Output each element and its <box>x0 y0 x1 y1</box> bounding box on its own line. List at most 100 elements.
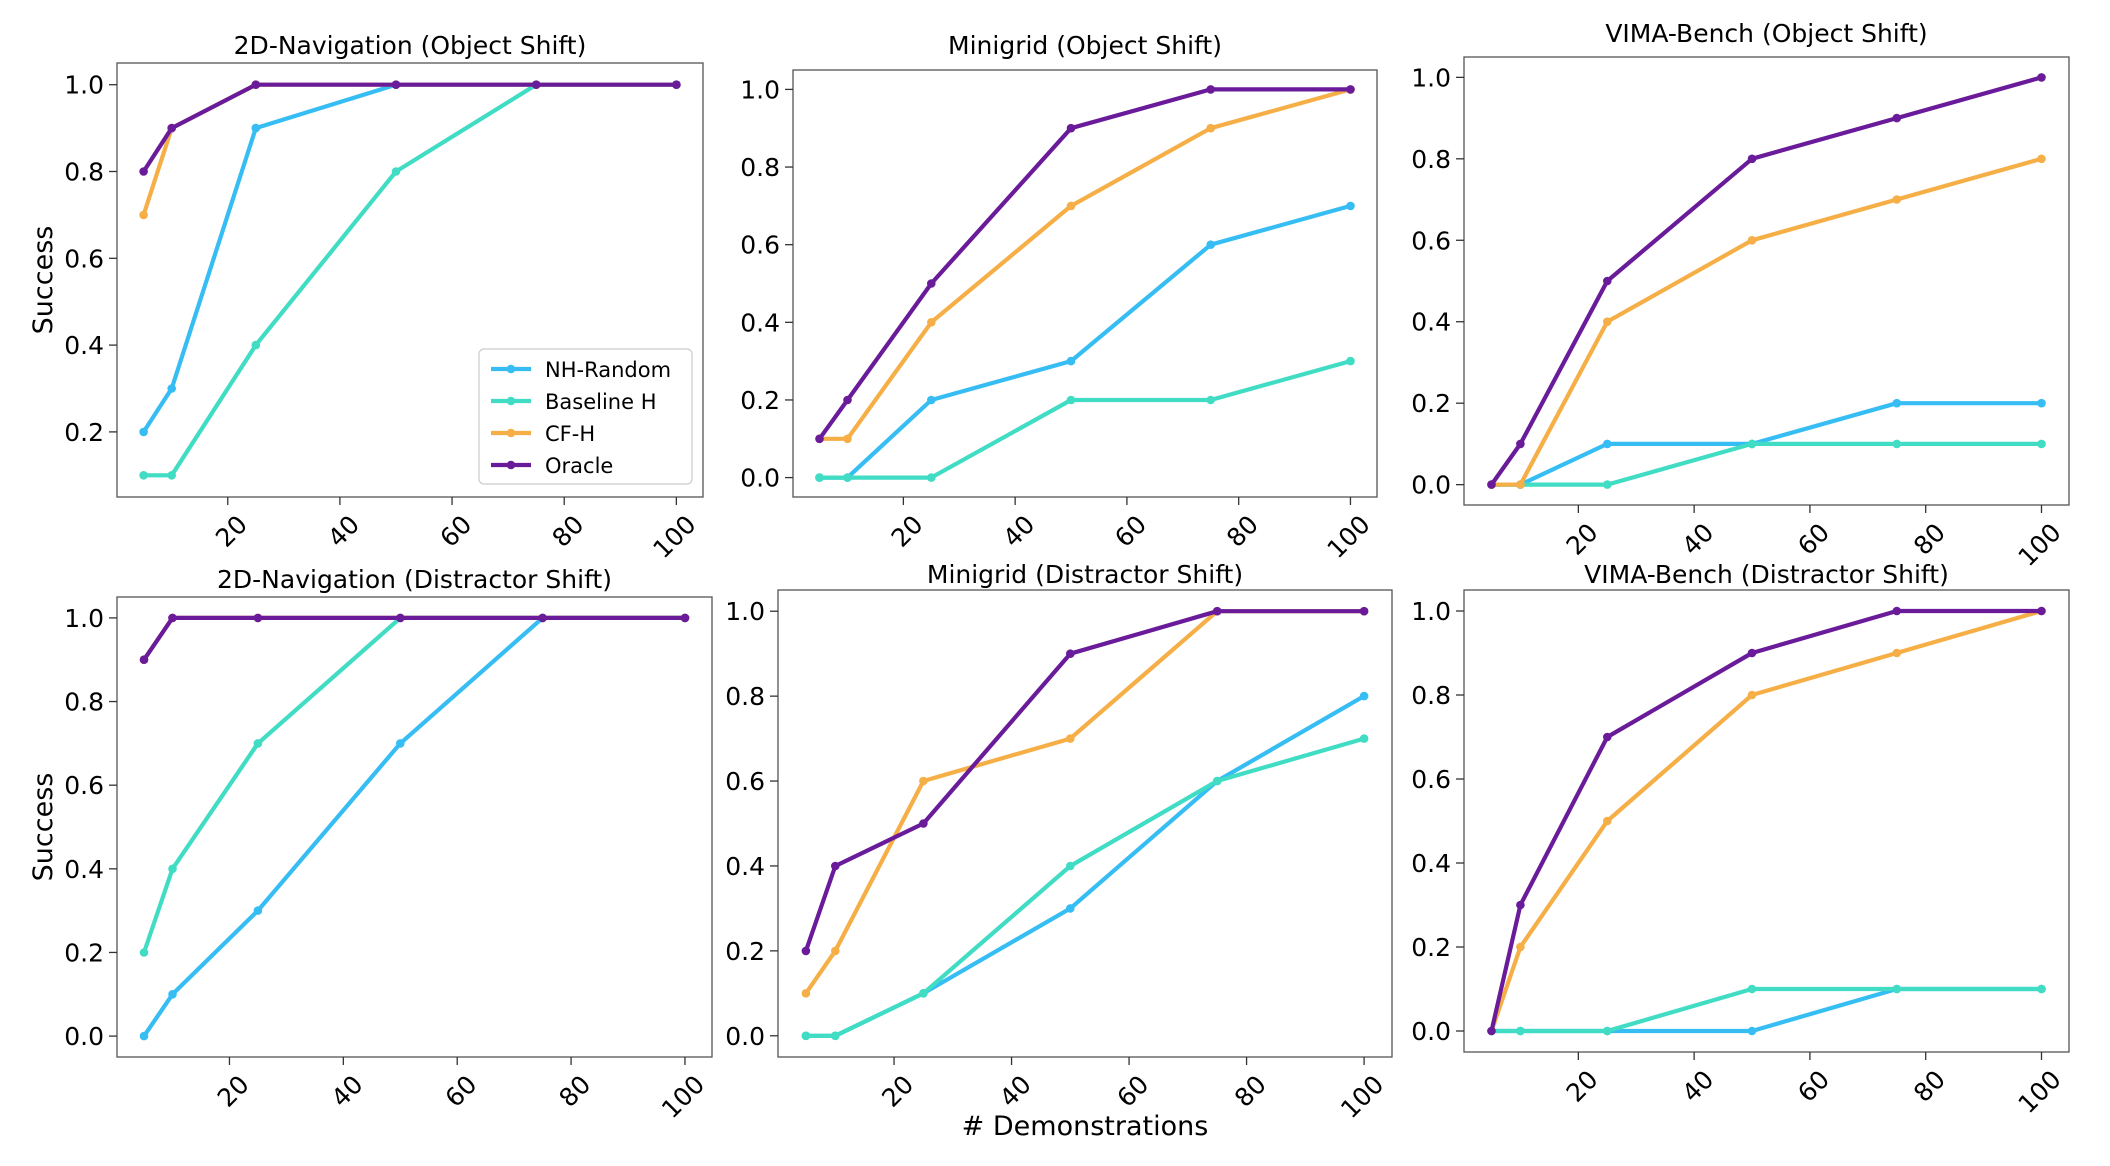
data-point-oracle <box>2037 73 2046 82</box>
chart-title: 2D-Navigation (Object Shift) <box>234 31 587 60</box>
data-point-oracle <box>919 819 928 828</box>
series-line-cf-h <box>141 615 688 662</box>
data-point-cf-h <box>1066 734 1075 743</box>
y-tick-label: 0.6 <box>1411 765 1451 794</box>
data-point-cf-h <box>1747 236 1757 245</box>
data-point-baseline-h <box>2037 439 2046 449</box>
x-tick-label: 40 <box>322 510 365 553</box>
data-point-oracle <box>1516 900 1525 910</box>
y-tick-label: 0.6 <box>1411 226 1451 255</box>
x-tick-label: 80 <box>553 1070 596 1113</box>
data-point-baseline-h <box>1747 439 1757 449</box>
y-tick-label: 0.2 <box>740 386 780 415</box>
x-tick-label: 100 <box>656 1070 710 1124</box>
series-line-nh-random <box>817 203 1353 480</box>
y-tick-label: 1.0 <box>1411 597 1451 626</box>
data-point-nh-random <box>396 739 405 748</box>
data-point-oracle <box>168 613 177 623</box>
x-tick-label: 20 <box>212 1070 255 1113</box>
y-tick-label: 1.0 <box>64 604 104 633</box>
y-tick-label: 0.4 <box>64 855 104 884</box>
legend-marker-baseline-h <box>506 396 516 406</box>
data-point-oracle <box>1603 732 1612 742</box>
x-tick-label: 60 <box>1109 510 1152 553</box>
data-point-cf-h <box>1892 195 1902 204</box>
series-line-baseline-h <box>141 615 688 955</box>
data-point-cf-h <box>1066 201 1076 211</box>
series-line-oracle <box>141 615 688 662</box>
data-point-baseline-h <box>1892 984 1902 994</box>
data-point-baseline-h <box>168 864 177 874</box>
series-line-oracle <box>803 609 1367 954</box>
data-point-baseline-h <box>1212 776 1222 786</box>
x-tick-label: 40 <box>997 510 1040 553</box>
data-point-oracle <box>167 123 176 133</box>
data-point-oracle <box>139 167 148 176</box>
y-tick-label: 0.6 <box>64 771 104 800</box>
legend-label-oracle: Oracle <box>545 454 613 478</box>
data-point-cf-h <box>1603 317 1612 327</box>
y-tick-label: 0.2 <box>725 937 765 966</box>
x-tick-label: 40 <box>1676 1065 1719 1108</box>
data-point-cf-h <box>2037 154 2046 164</box>
x-tick-label: 80 <box>1221 510 1264 553</box>
data-point-oracle <box>1892 113 1902 123</box>
data-point-nh-random <box>1346 201 1355 211</box>
legend-marker-cf-h <box>506 428 516 438</box>
data-point-baseline-h <box>1516 1026 1525 1036</box>
data-point-nh-random <box>253 906 263 915</box>
data-point-nh-random <box>139 1031 149 1041</box>
chart-title: VIMA-Bench (Distractor Shift) <box>1584 560 1949 589</box>
data-point-nh-random <box>167 384 176 393</box>
data-point-cf-h <box>1747 690 1757 700</box>
data-point-oracle <box>531 80 541 89</box>
data-point-baseline-h <box>927 473 936 482</box>
x-tick-label: 100 <box>2013 518 2067 572</box>
series-line-cf-h <box>141 82 679 217</box>
data-point-nh-random <box>927 395 936 405</box>
legend-marker-nh-random <box>506 364 516 374</box>
data-point-baseline-h <box>139 471 148 480</box>
y-tick-label: 0.0 <box>64 1022 104 1051</box>
y-tick-label: 0.0 <box>725 1022 765 1051</box>
data-point-baseline-h <box>831 1031 840 1041</box>
y-tick-label: 0.0 <box>1411 471 1451 500</box>
y-axis-label: Success <box>28 226 59 335</box>
series-line-oracle <box>817 87 1353 441</box>
chart-title: 2D-Navigation (Distractor Shift) <box>217 565 612 594</box>
x-tick-label: 60 <box>434 510 477 553</box>
data-point-oracle <box>251 80 261 89</box>
data-point-oracle <box>1346 85 1355 94</box>
data-point-cf-h <box>919 776 928 786</box>
y-tick-label: 0.2 <box>64 418 104 447</box>
data-point-oracle <box>843 395 852 405</box>
y-tick-label: 1.0 <box>740 75 780 104</box>
x-tick-label: 60 <box>1792 518 1835 561</box>
x-tick-label: 100 <box>1321 510 1375 564</box>
data-point-baseline-h <box>801 1031 811 1041</box>
series-line-cf-h <box>1489 156 2044 487</box>
data-point-baseline-h <box>1066 395 1076 405</box>
x-tick-label: 40 <box>1676 518 1719 561</box>
data-point-oracle <box>1206 85 1215 94</box>
data-point-oracle <box>801 946 811 956</box>
plot-frame <box>792 69 1378 498</box>
y-tick-label: 0.8 <box>725 682 765 711</box>
data-point-cf-h <box>801 989 811 998</box>
data-point-baseline-h <box>815 473 824 482</box>
y-tick-label: 0.0 <box>1411 1017 1451 1046</box>
data-point-oracle <box>1487 1026 1496 1036</box>
data-point-baseline-h <box>391 167 401 176</box>
x-tick-label: 20 <box>1561 518 1604 561</box>
legend-label-cf-h: CF-H <box>545 422 595 446</box>
plot-frame <box>1463 56 2070 506</box>
data-point-oracle <box>1212 606 1222 616</box>
data-point-nh-random <box>2037 398 2046 408</box>
data-point-nh-random <box>1206 240 1215 249</box>
data-point-nh-random <box>251 123 261 133</box>
data-point-oracle <box>1892 606 1902 616</box>
data-point-cf-h <box>1892 648 1902 658</box>
x-axis-label: # Demonstrations <box>962 1111 1209 1142</box>
data-point-cf-h <box>1603 816 1612 826</box>
data-point-cf-h <box>1516 942 1525 952</box>
